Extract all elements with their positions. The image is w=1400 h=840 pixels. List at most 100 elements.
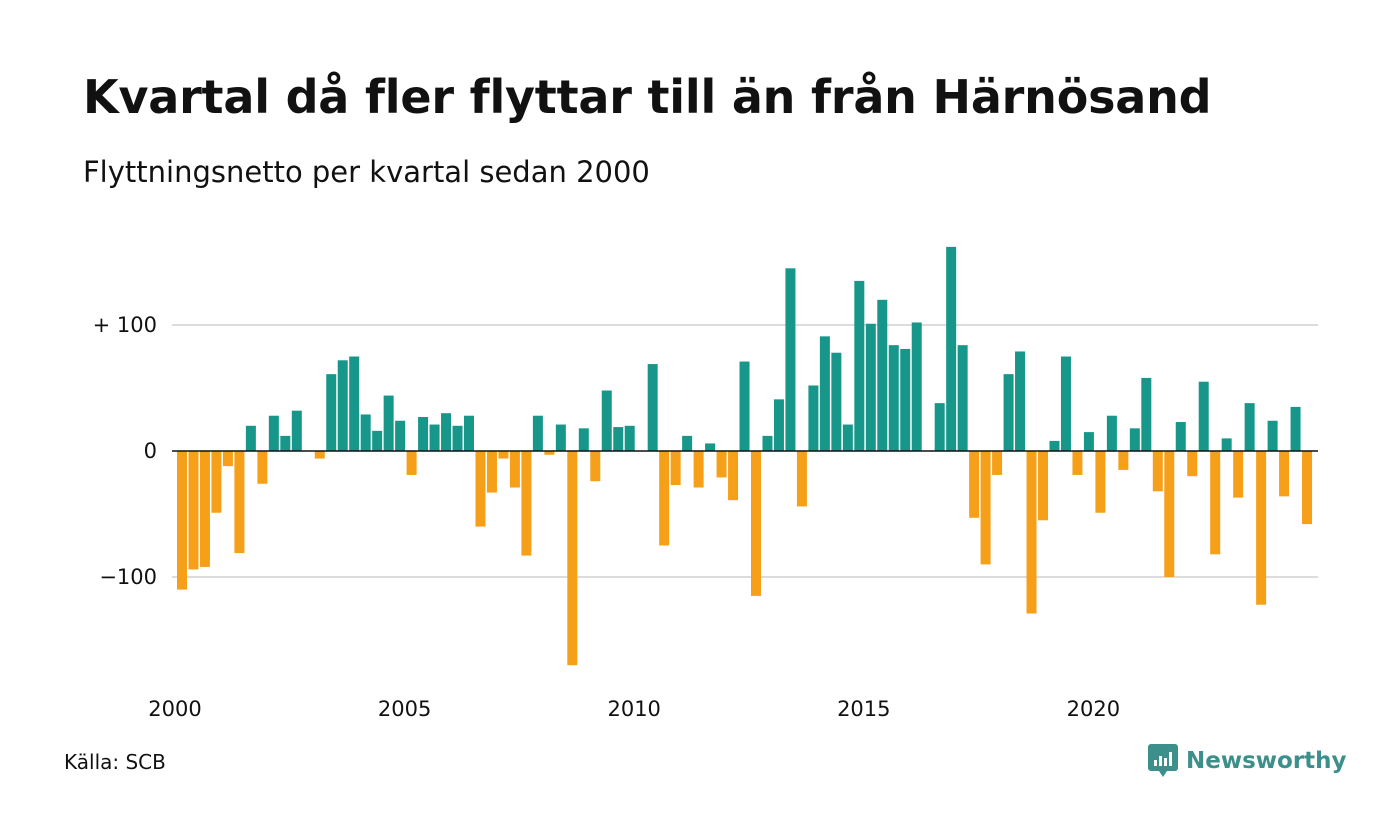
x-tick-label: 2000 — [148, 697, 201, 721]
bar — [372, 430, 383, 451]
bar — [647, 364, 658, 451]
bar — [544, 451, 555, 455]
bar — [1175, 422, 1186, 451]
bar — [980, 451, 991, 565]
bar — [486, 451, 497, 493]
bar — [969, 451, 980, 518]
bar — [1072, 451, 1083, 475]
bar — [280, 435, 291, 451]
bar — [1049, 440, 1060, 451]
bar — [831, 352, 842, 451]
bar — [590, 451, 601, 482]
bar — [773, 399, 784, 451]
bar — [808, 385, 819, 451]
bar — [670, 451, 681, 486]
bar — [613, 427, 624, 451]
bar — [1244, 403, 1255, 451]
bar — [429, 424, 440, 451]
bar — [475, 451, 486, 527]
bar — [682, 435, 693, 451]
y-tick-label: 0 — [144, 439, 157, 463]
bar — [1210, 451, 1221, 555]
bar — [1152, 451, 1163, 492]
y-tick-label: −100 — [99, 565, 157, 589]
bar — [946, 246, 957, 451]
bar — [177, 451, 187, 590]
bar — [819, 336, 830, 451]
bar — [1083, 432, 1094, 451]
bar — [452, 425, 463, 451]
bar — [349, 356, 360, 451]
bar — [728, 451, 739, 501]
bar — [785, 268, 796, 451]
bar — [1106, 415, 1117, 451]
bar — [406, 451, 417, 475]
bar — [498, 451, 509, 459]
bar — [1279, 451, 1290, 497]
y-tick-label: + 100 — [93, 313, 157, 337]
bar — [934, 403, 945, 451]
bar — [314, 451, 325, 459]
bar — [888, 345, 899, 451]
bar — [1129, 428, 1140, 451]
x-tick-label: 2005 — [378, 697, 431, 721]
bar — [1026, 451, 1037, 614]
bar — [1060, 356, 1071, 451]
bar — [337, 360, 348, 451]
bar — [957, 345, 968, 451]
bar — [383, 395, 394, 451]
bar — [705, 443, 716, 451]
bar — [842, 424, 853, 451]
bar — [865, 323, 876, 451]
newsworthy-chart-bubble-icon — [1148, 744, 1178, 777]
bar — [762, 435, 773, 451]
bar — [659, 451, 670, 546]
bar — [222, 451, 233, 467]
grid-lines — [172, 324, 1318, 578]
bar — [245, 425, 256, 451]
bar — [992, 451, 1003, 475]
bar — [716, 451, 727, 478]
bar — [199, 451, 210, 567]
bar — [234, 451, 245, 554]
bar — [1141, 377, 1152, 451]
bar — [291, 410, 302, 451]
bar — [1267, 420, 1278, 451]
axes: + 100 0 −100 2000 2005 2010 2015 2020 — [93, 313, 1318, 721]
source-note: Källa: SCB — [64, 750, 166, 774]
bar — [441, 413, 452, 451]
bar — [326, 374, 337, 451]
bar — [1095, 451, 1106, 513]
bar — [693, 451, 704, 488]
bar — [796, 451, 807, 507]
bar — [900, 348, 911, 451]
x-tick-label: 2020 — [1067, 697, 1120, 721]
chart-title: Kvartal då fler flyttar till än från Här… — [83, 70, 1212, 124]
bar — [911, 322, 922, 451]
bar — [1003, 374, 1014, 451]
bar — [1198, 381, 1209, 451]
brand-name: Newsworthy — [1186, 748, 1347, 774]
bar — [464, 415, 474, 451]
bar — [601, 390, 612, 451]
x-tick-label: 2015 — [837, 697, 890, 721]
bar — [1164, 451, 1175, 577]
bar — [268, 415, 279, 451]
bar — [739, 361, 750, 451]
bar — [1233, 451, 1244, 498]
bar — [418, 416, 429, 451]
bar — [395, 420, 406, 451]
bars — [177, 246, 1313, 666]
bar — [1038, 451, 1048, 521]
bar — [1256, 451, 1267, 605]
brand-logo[interactable]: Newsworthy — [1148, 744, 1347, 778]
bar — [257, 451, 268, 484]
bar — [624, 425, 635, 451]
bar — [1290, 406, 1301, 451]
bar — [567, 451, 578, 666]
bar — [1187, 451, 1198, 477]
bar — [1302, 451, 1313, 525]
x-tick-label: 2010 — [607, 697, 660, 721]
bar — [555, 424, 566, 451]
